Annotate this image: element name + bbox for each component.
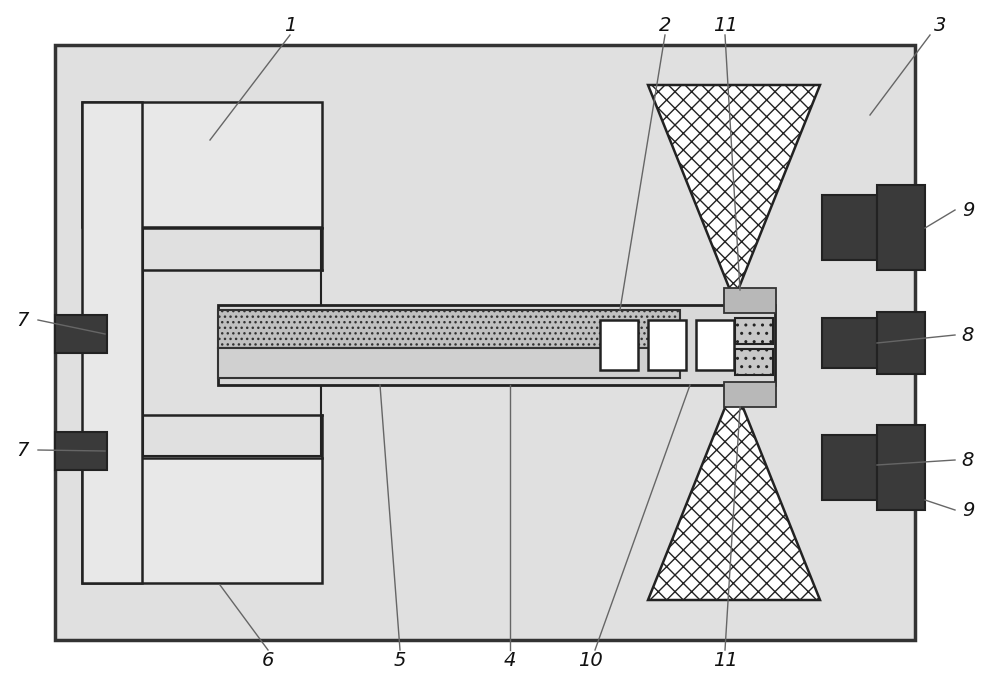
Text: 6: 6 xyxy=(262,651,274,669)
Text: 4: 4 xyxy=(504,651,516,669)
Text: 3: 3 xyxy=(934,16,946,34)
Bar xyxy=(600,320,638,370)
Bar xyxy=(55,432,107,470)
Bar xyxy=(218,310,680,348)
Bar xyxy=(877,312,925,374)
Bar xyxy=(822,435,877,500)
Text: 7: 7 xyxy=(16,310,28,329)
Bar xyxy=(724,382,776,407)
Text: 9: 9 xyxy=(962,201,974,219)
Bar xyxy=(218,305,775,385)
Bar xyxy=(877,185,925,270)
Bar xyxy=(735,318,773,344)
Bar xyxy=(82,102,322,227)
Text: 11: 11 xyxy=(713,651,737,669)
Bar xyxy=(822,195,877,260)
Bar xyxy=(82,458,322,583)
Bar xyxy=(877,425,925,510)
Bar xyxy=(218,348,680,378)
Polygon shape xyxy=(648,85,820,290)
Bar xyxy=(822,318,877,368)
Bar xyxy=(55,45,915,640)
Text: 11: 11 xyxy=(713,16,737,34)
Bar xyxy=(143,228,321,456)
Text: 2: 2 xyxy=(659,16,671,34)
Polygon shape xyxy=(648,395,820,600)
Bar xyxy=(724,288,776,313)
Text: 7: 7 xyxy=(16,440,28,460)
Bar xyxy=(55,315,107,353)
Bar xyxy=(82,102,142,583)
Text: 1: 1 xyxy=(284,16,296,34)
Bar xyxy=(648,320,686,370)
Bar xyxy=(696,320,734,370)
Text: 8: 8 xyxy=(962,451,974,469)
Text: 8: 8 xyxy=(962,325,974,345)
Bar xyxy=(735,349,773,375)
Text: 10: 10 xyxy=(578,651,602,669)
Text: 9: 9 xyxy=(962,501,974,519)
Text: 5: 5 xyxy=(394,651,406,669)
